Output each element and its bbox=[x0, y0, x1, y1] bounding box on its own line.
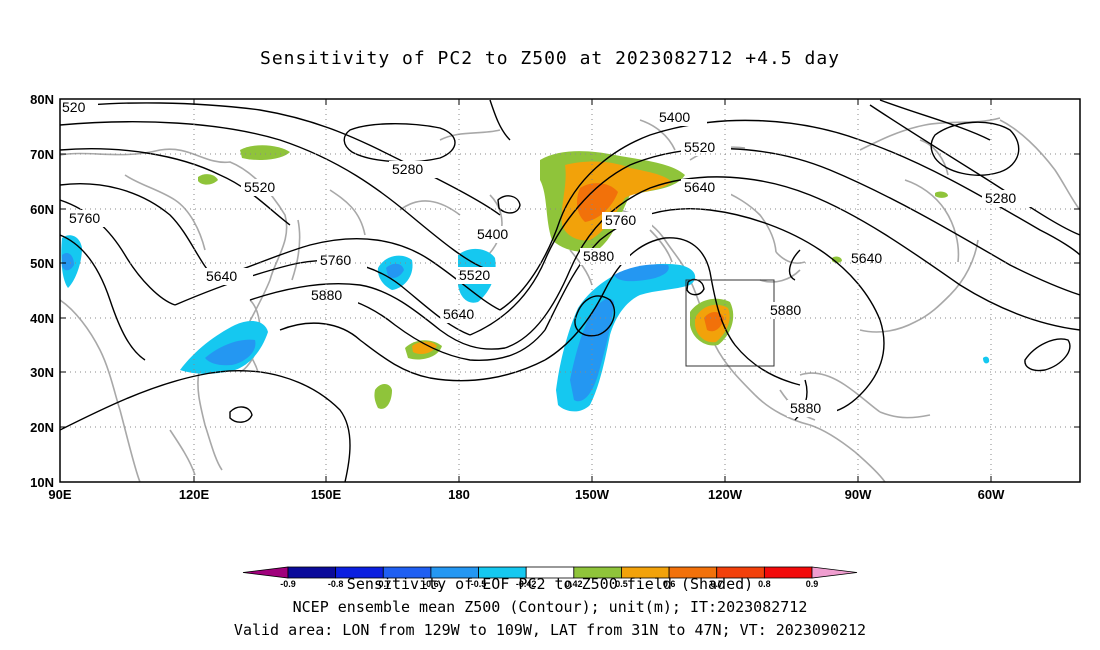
contour-label: 5880 bbox=[583, 248, 614, 264]
shade-negative-region bbox=[62, 253, 74, 271]
footer-line-3: Valid area: LON from 129W to 109W, LAT f… bbox=[233, 621, 867, 639]
shaded-sensitivity bbox=[61, 145, 990, 412]
shade-positive-region bbox=[935, 191, 948, 198]
shade-positive-region bbox=[240, 145, 290, 160]
colorbar-tick-label: 0.9 bbox=[806, 579, 819, 589]
colorbar: -0.9 -0.8 -0.7 -0.6 -0.5 -0.42 0.42 0.5 0.6 0.7 0.… bbox=[242, 566, 858, 589]
lat-label: 80N bbox=[30, 92, 54, 107]
shade-positive-region bbox=[412, 341, 437, 354]
lat-label: 20N bbox=[30, 420, 54, 435]
colorbar-tick-label: 0.42 bbox=[565, 579, 583, 589]
lat-label: 30N bbox=[30, 365, 54, 380]
lon-label: 150W bbox=[575, 487, 610, 502]
colorbar-tick-label: -0.7 bbox=[376, 579, 392, 589]
footer-line-1: Sensitivity of EOF PC2 to Z500 field (Sh… bbox=[346, 575, 754, 593]
lat-label: 70N bbox=[30, 147, 54, 162]
colorbar-tick-label: -0.8 bbox=[328, 579, 344, 589]
lon-label: 120W bbox=[708, 487, 743, 502]
colorbar-tick-label: 0.7 bbox=[710, 579, 723, 589]
contour-label: 5400 bbox=[477, 226, 508, 242]
lon-label: 180 bbox=[448, 487, 470, 502]
contour-label: 5640 bbox=[206, 268, 237, 284]
contour-label: 5760 bbox=[69, 210, 100, 226]
contour-label: 5880 bbox=[790, 400, 821, 416]
contour-label: 5760 bbox=[320, 252, 351, 268]
colorbar-tick-label: -0.6 bbox=[423, 579, 439, 589]
lat-label: 60N bbox=[30, 202, 54, 217]
map-frame bbox=[59, 98, 1081, 483]
shade-positive-region bbox=[374, 384, 392, 409]
colorbar-tick-label: 0.5 bbox=[615, 579, 628, 589]
lat-label: 10N bbox=[30, 475, 54, 490]
lon-label: 150E bbox=[311, 487, 342, 502]
contour-label: 5880 bbox=[311, 287, 342, 303]
contour-label: 5640 bbox=[851, 250, 882, 266]
colorbar-tick-label: 0.8 bbox=[758, 579, 771, 589]
shade-negative-region bbox=[614, 264, 669, 282]
shade-negative-region bbox=[570, 298, 614, 402]
contour-label: 5400 bbox=[659, 109, 690, 125]
contour-label: 5760 bbox=[605, 212, 636, 228]
footer-line-2: NCEP ensemble mean Z500 (Contour); unit(… bbox=[292, 598, 808, 616]
colorbar-tick-label: -0.9 bbox=[280, 579, 296, 589]
lon-label: 90E bbox=[48, 487, 71, 502]
contour-label: 5880 bbox=[770, 302, 801, 318]
valid-area-box bbox=[685, 279, 775, 367]
colorbar-segment bbox=[811, 566, 858, 579]
contour-label: 5640 bbox=[684, 179, 715, 195]
shade-negative-region bbox=[386, 263, 404, 278]
lat-label: 40N bbox=[30, 311, 54, 326]
graticule bbox=[60, 99, 1080, 482]
shade-positive-region bbox=[198, 174, 218, 185]
contour-label: 5280 bbox=[985, 190, 1016, 206]
colorbar-tick-label: -0.5 bbox=[471, 579, 487, 589]
lon-label: 60W bbox=[978, 487, 1005, 502]
lon-label: 90W bbox=[845, 487, 872, 502]
axis-ticks bbox=[60, 98, 1080, 483]
colorbar-tick-label: 0.6 bbox=[663, 579, 676, 589]
lat-label: 50N bbox=[30, 256, 54, 271]
shade-positive-region bbox=[577, 183, 618, 222]
longitude-labels: 90E 120E 150E 180 150W 120W 90W 60W bbox=[48, 487, 1005, 502]
colorbar-tick-label: -0.42 bbox=[516, 579, 537, 589]
shade-negative-region bbox=[205, 339, 256, 366]
contour-label: 5520 bbox=[459, 267, 490, 283]
contour-labels: 520 5280 5400 5520 5640 5760 5880 5400 5… bbox=[60, 99, 1032, 417]
shade-negative-region bbox=[983, 356, 990, 364]
contour-label: 5520 bbox=[684, 139, 715, 155]
contour-label: 5280 bbox=[392, 161, 423, 177]
contour-label: 520 bbox=[62, 99, 86, 115]
latitude-labels: 80N 70N 60N 50N 40N 30N 20N 10N bbox=[30, 92, 54, 490]
contour-label: 5520 bbox=[244, 179, 275, 195]
shade-positive-region bbox=[704, 312, 724, 332]
lon-label: 120E bbox=[179, 487, 210, 502]
chart-title: Sensitivity of PC2 to Z500 at 2023082712… bbox=[259, 48, 840, 69]
